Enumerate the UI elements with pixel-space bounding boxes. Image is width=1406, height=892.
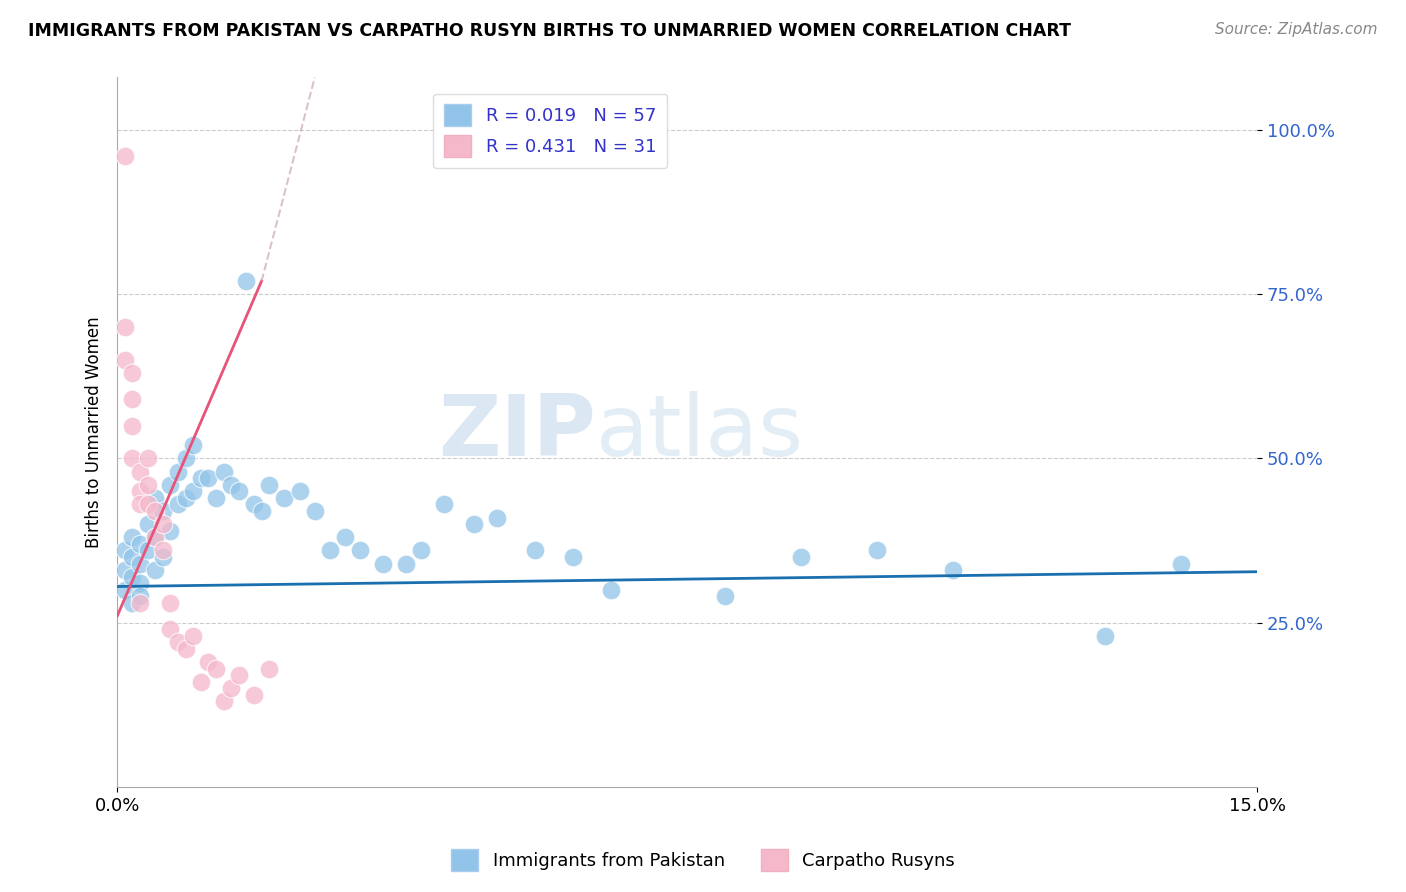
Point (129, 484, 152, 499)
Point (121, 451, 143, 466)
Point (121, 530, 143, 544)
Point (167, 497, 190, 511)
Point (395, 557, 418, 571)
Text: IMMIGRANTS FROM PAKISTAN VS CARPATHO RUSYN BIRTHS TO UNMARRIED WOMEN CORRELATION: IMMIGRANTS FROM PAKISTAN VS CARPATHO RUS… (28, 22, 1071, 40)
Point (942, 563, 965, 577)
Point (129, 557, 152, 571)
Point (143, 563, 166, 577)
Point (114, 543, 136, 558)
Point (129, 537, 152, 551)
Point (181, 629, 204, 643)
Point (1170, 557, 1192, 571)
Point (219, 681, 242, 696)
Point (1094, 629, 1116, 643)
Point (143, 491, 166, 505)
Point (373, 557, 395, 571)
Point (411, 543, 433, 558)
Point (114, 320, 136, 334)
Point (159, 524, 181, 538)
Point (152, 504, 174, 518)
Point (212, 465, 235, 479)
Point (319, 543, 342, 558)
Point (143, 530, 166, 544)
Point (152, 543, 174, 558)
Point (121, 366, 143, 380)
Point (136, 517, 159, 532)
Point (463, 517, 485, 532)
Point (235, 274, 257, 288)
Point (190, 674, 212, 689)
Point (273, 491, 295, 505)
Point (600, 582, 623, 597)
Text: ZIP: ZIP (439, 391, 596, 474)
Point (121, 549, 143, 564)
Point (136, 543, 159, 558)
Point (212, 694, 235, 708)
Point (114, 352, 136, 367)
Legend: R = 0.019   N = 57, R = 0.431   N = 31: R = 0.019 N = 57, R = 0.431 N = 31 (433, 94, 668, 169)
Point (205, 662, 228, 676)
Point (243, 497, 266, 511)
Point (143, 530, 166, 544)
Point (159, 622, 181, 636)
Y-axis label: Births to Unmarried Women: Births to Unmarried Women (86, 317, 103, 548)
Point (333, 530, 356, 544)
Point (152, 549, 174, 564)
Point (129, 590, 152, 604)
Point (152, 517, 174, 532)
Point (257, 662, 280, 676)
Point (114, 563, 136, 577)
Point (129, 576, 152, 591)
Point (562, 549, 585, 564)
Text: Source: ZipAtlas.com: Source: ZipAtlas.com (1215, 22, 1378, 37)
Point (129, 497, 152, 511)
Point (197, 655, 219, 669)
Point (257, 477, 280, 491)
Point (197, 471, 219, 485)
Point (349, 543, 371, 558)
Point (228, 484, 250, 499)
Point (714, 590, 737, 604)
Point (136, 477, 159, 491)
Point (205, 491, 228, 505)
Point (524, 543, 547, 558)
Point (243, 688, 266, 702)
Point (121, 418, 143, 433)
Point (219, 477, 242, 491)
Text: atlas: atlas (596, 391, 804, 474)
Point (174, 451, 197, 466)
Point (304, 504, 326, 518)
Point (288, 484, 311, 499)
Point (174, 641, 197, 656)
Point (121, 569, 143, 583)
Point (129, 596, 152, 610)
Point (159, 596, 181, 610)
Point (136, 451, 159, 466)
Point (159, 477, 181, 491)
Point (190, 471, 212, 485)
Point (121, 596, 143, 610)
Point (433, 497, 456, 511)
Point (136, 497, 159, 511)
Point (114, 582, 136, 597)
Point (129, 465, 152, 479)
Point (167, 465, 190, 479)
Point (143, 504, 166, 518)
Point (250, 504, 273, 518)
Point (114, 149, 136, 163)
Point (228, 668, 250, 682)
Legend: Immigrants from Pakistan, Carpatho Rusyns: Immigrants from Pakistan, Carpatho Rusyn… (444, 842, 962, 879)
Point (167, 635, 190, 649)
Point (486, 510, 509, 524)
Point (174, 491, 197, 505)
Point (790, 549, 813, 564)
Point (866, 543, 889, 558)
Point (181, 438, 204, 452)
Point (121, 392, 143, 407)
Point (181, 484, 204, 499)
